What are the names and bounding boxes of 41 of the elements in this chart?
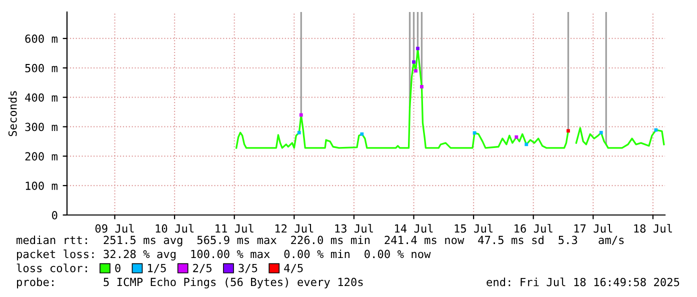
x-tick-label: 11 Jul	[216, 224, 254, 233]
y-axis-title: Seconds	[8, 91, 17, 136]
y-tick-label: 500 m	[25, 64, 58, 72]
legend-label: 1/5	[148, 264, 166, 274]
point	[524, 142, 528, 146]
legend-label: 4/5	[284, 264, 303, 274]
x-tick-label: 18 Jul	[634, 224, 672, 233]
legend-label: 2/5	[193, 264, 212, 274]
point	[566, 129, 570, 133]
point	[416, 46, 420, 50]
point	[360, 132, 364, 136]
point	[514, 135, 518, 139]
point	[414, 69, 418, 73]
text: median rtt: 251.5 ms avg 565.9 ms max 226.0 ms min 241.4 ms now 47.5 ms sd 5.3 am/s	[16, 236, 624, 246]
legend-title: loss color:	[16, 264, 87, 272]
legend-label: 3/5	[238, 264, 258, 274]
text: packet loss: 32.28 % avg 100.00 % max 0.00 % min 0.00 % now	[17, 250, 431, 260]
point	[412, 60, 416, 64]
x-tick-label: 17 Jul	[574, 224, 612, 233]
y-tick-label: 300 m	[25, 122, 58, 132]
x-tick-label: 12 Jul	[275, 224, 314, 233]
text: probe: 5 ICMP Echo Pings (56 Bytes) every 120s	[17, 278, 363, 288]
x-tick-label: 13 Jul	[335, 224, 373, 233]
x-tick-label: 10 Jul	[156, 224, 194, 233]
y-tick-label: 100 m	[26, 182, 58, 190]
point	[654, 128, 658, 132]
point	[299, 113, 303, 117]
point	[297, 130, 301, 134]
text: end: Fri Jul 18 16:49:58 2025	[486, 278, 680, 286]
y-tick-label: 400 m	[25, 93, 58, 102]
legend-label: 0	[115, 264, 120, 272]
x-tick-label: 09 Jul	[95, 224, 134, 233]
point	[420, 85, 424, 88]
y-tick-label: 0	[52, 211, 58, 220]
point	[472, 131, 476, 135]
y-tick-label: 600 m	[25, 34, 58, 43]
x-tick-label: 16 Jul	[514, 224, 552, 233]
y-tick-label: 200 m	[25, 152, 58, 161]
point	[599, 130, 603, 134]
x-tick-label: 15 Jul	[454, 224, 493, 233]
x-tick-label: 14 Jul	[395, 224, 433, 233]
